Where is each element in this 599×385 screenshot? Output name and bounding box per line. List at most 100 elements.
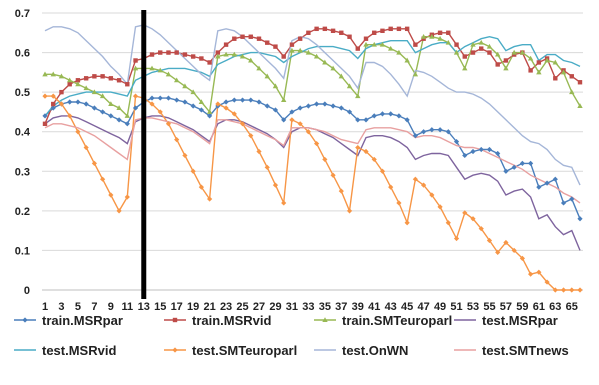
series-line bbox=[45, 95, 580, 291]
data-point bbox=[346, 83, 353, 89]
data-point bbox=[174, 137, 180, 143]
data-point bbox=[322, 59, 328, 65]
legend-item: train.SMTeuroparl bbox=[314, 313, 452, 328]
data-point bbox=[553, 76, 558, 81]
data-point bbox=[404, 117, 410, 123]
x-tick-label: 17 bbox=[171, 301, 183, 313]
data-point bbox=[215, 53, 221, 59]
data-point bbox=[149, 101, 155, 107]
data-point bbox=[519, 255, 525, 261]
data-point bbox=[149, 65, 155, 71]
x-tick-label: 61 bbox=[533, 301, 545, 313]
y-tick-label: 0 bbox=[24, 285, 30, 297]
data-point bbox=[92, 74, 97, 79]
legend: train.MSRpar train.MSRvid train.SMTeuropar… bbox=[14, 313, 569, 358]
data-point bbox=[544, 279, 550, 285]
data-point bbox=[297, 121, 303, 127]
data-point bbox=[132, 105, 139, 111]
legend-swatch-marker bbox=[322, 317, 328, 322]
data-point bbox=[91, 160, 97, 166]
data-point bbox=[560, 200, 567, 206]
data-point bbox=[231, 51, 238, 57]
data-point bbox=[479, 46, 484, 51]
data-point bbox=[223, 51, 229, 57]
x-tick-label: 21 bbox=[203, 301, 215, 313]
data-point bbox=[83, 144, 89, 151]
data-point bbox=[396, 26, 402, 32]
x-tick-label: 55 bbox=[483, 301, 495, 313]
data-point bbox=[281, 54, 286, 59]
data-point bbox=[346, 109, 353, 115]
data-point bbox=[412, 176, 418, 182]
data-point bbox=[198, 107, 204, 113]
data-point bbox=[528, 160, 534, 166]
data-point bbox=[239, 121, 246, 127]
data-point bbox=[297, 47, 303, 53]
data-point bbox=[67, 113, 73, 119]
data-point bbox=[437, 127, 443, 133]
data-point bbox=[248, 57, 254, 63]
data-point bbox=[527, 55, 534, 61]
data-point bbox=[470, 41, 476, 47]
series-line bbox=[45, 36, 581, 118]
data-point bbox=[569, 287, 575, 293]
data-point bbox=[388, 111, 394, 117]
data-point bbox=[437, 35, 443, 41]
data-point bbox=[239, 53, 246, 59]
data-point bbox=[528, 271, 534, 277]
data-point bbox=[305, 103, 311, 109]
legend-item: test.MSRvid bbox=[14, 343, 116, 358]
data-point bbox=[281, 117, 287, 123]
data-point bbox=[396, 113, 402, 119]
data-point bbox=[388, 184, 394, 190]
data-point bbox=[380, 28, 385, 34]
data-point bbox=[42, 71, 48, 77]
data-point bbox=[363, 41, 369, 47]
data-point bbox=[387, 45, 394, 51]
data-point bbox=[182, 152, 188, 159]
data-point bbox=[124, 113, 131, 118]
data-point bbox=[495, 62, 500, 67]
x-tick-label: 1 bbox=[42, 301, 48, 313]
data-point bbox=[462, 210, 468, 216]
data-point bbox=[182, 52, 188, 57]
data-point bbox=[116, 208, 122, 214]
x-tick-label: 49 bbox=[434, 301, 446, 313]
data-point bbox=[355, 144, 361, 151]
data-point bbox=[511, 164, 517, 170]
data-point bbox=[536, 184, 542, 190]
data-point bbox=[124, 194, 130, 200]
series-markers bbox=[42, 26, 583, 293]
data-point bbox=[577, 216, 583, 222]
data-point bbox=[371, 41, 377, 47]
data-point bbox=[83, 85, 89, 91]
data-point bbox=[75, 78, 81, 83]
series-marker-group bbox=[42, 95, 583, 222]
legend-label: test.MSRpar bbox=[482, 313, 558, 328]
x-tick-label: 33 bbox=[302, 301, 314, 313]
data-point bbox=[421, 129, 427, 135]
data-point bbox=[478, 226, 484, 232]
data-point bbox=[116, 117, 122, 123]
data-point bbox=[42, 93, 48, 99]
data-point bbox=[157, 109, 163, 115]
series-line bbox=[44, 117, 581, 204]
data-point bbox=[412, 133, 418, 139]
data-point bbox=[536, 60, 542, 65]
data-point bbox=[355, 117, 361, 123]
data-point bbox=[83, 101, 89, 107]
data-point bbox=[470, 148, 476, 155]
data-point bbox=[289, 117, 295, 123]
data-point bbox=[577, 103, 583, 108]
data-point bbox=[165, 71, 172, 77]
x-tick-label: 23 bbox=[220, 301, 232, 313]
x-tick-label: 45 bbox=[401, 301, 413, 313]
legend-swatch-marker bbox=[22, 317, 28, 323]
data-point bbox=[445, 39, 452, 45]
data-point bbox=[99, 93, 106, 99]
data-point bbox=[149, 52, 155, 57]
data-point bbox=[313, 53, 320, 59]
data-point bbox=[552, 287, 558, 293]
data-point bbox=[207, 196, 213, 202]
data-point bbox=[536, 69, 542, 75]
